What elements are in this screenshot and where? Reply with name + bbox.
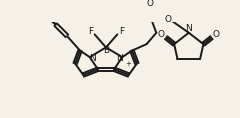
Text: N: N (116, 54, 123, 63)
Text: F: F (119, 27, 124, 36)
Text: O: O (213, 30, 220, 39)
Text: O: O (164, 15, 171, 24)
Text: O: O (146, 0, 153, 8)
Text: +: + (126, 61, 132, 67)
Text: F: F (88, 27, 93, 36)
Text: O: O (158, 30, 165, 39)
Text: N: N (89, 54, 96, 63)
Text: N: N (186, 24, 192, 33)
Text: B: B (103, 46, 109, 55)
